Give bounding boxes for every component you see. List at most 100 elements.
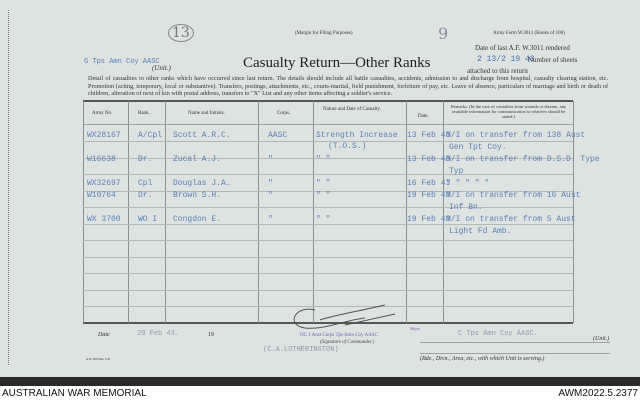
row-rule	[83, 240, 573, 241]
scan-border	[0, 377, 640, 386]
rank-stamp: Major	[410, 326, 420, 331]
formation-label: (Bde., Divn., Area, etc., with which Uni…	[420, 356, 545, 362]
date-value: 20 Feb 43.	[137, 330, 180, 338]
row-rule	[83, 257, 573, 258]
row-rule	[83, 141, 573, 142]
cell-army-no: WX28167	[87, 131, 121, 140]
perforation	[8, 10, 9, 365]
column-divider	[165, 101, 166, 323]
cell-name: Zucal A.J.	[173, 155, 222, 164]
cell-remarks: M/I on transfer from 5 Aust	[446, 215, 576, 224]
cell-nature: " "	[316, 215, 331, 224]
cell-army-no: W10764	[87, 191, 116, 200]
cell-name: Brown S.H.	[173, 191, 222, 200]
cell-date: 16 Feb 43	[407, 179, 451, 188]
column-divider	[406, 101, 407, 323]
row-rule	[83, 207, 573, 208]
cell-remarks2: Light Fd Amb.	[449, 227, 512, 236]
print-code: A.W. 900 Min. 5/42	[86, 357, 111, 361]
column-divider	[83, 101, 84, 323]
cell-remarks2: Gen Tpt Coy.	[449, 143, 507, 152]
table-bottom-rule	[83, 322, 573, 324]
caption-left: AUSTRALIAN WAR MEMORIAL	[2, 388, 147, 399]
commander-name: (C.A.LOTHERINGTON)	[263, 346, 339, 354]
cell-date: 13 Feb 43	[407, 155, 451, 164]
cell-corps: AASC	[268, 131, 288, 140]
column-divider	[573, 101, 574, 323]
signature-label: (Signature of Commander.)	[320, 340, 375, 345]
cell-corps: "	[268, 215, 273, 224]
cell-corps: "	[268, 191, 273, 200]
margin-note: (Margin for Filing Purposes)	[295, 31, 353, 36]
document-scan: (Margin for Filing Purposes) Army Form W…	[0, 0, 640, 377]
cell-remarks: M/I on transfer from 138 Aust	[446, 131, 586, 140]
number-sheets-label: Number of sheets	[528, 56, 578, 64]
cell-rank: WO I	[138, 215, 158, 224]
commander-signature	[293, 304, 396, 329]
handwritten-13: 13	[168, 24, 194, 42]
cell-remarks: M/I on transfer from 16 Aust	[446, 191, 581, 200]
column-divider	[443, 101, 444, 323]
cell-remarks: M/I on transfer from D.S.D. Type	[446, 155, 600, 164]
header-rule	[83, 124, 573, 125]
col-remarks: Remarks. (In the case of casualties from…	[450, 104, 567, 119]
table-top-rule	[83, 100, 573, 102]
cell-army-no: WX 3700	[87, 215, 121, 224]
handwritten-9: 9	[438, 24, 449, 43]
col-army-no: Army No.	[92, 111, 113, 116]
cell-remarks: " " " " "	[446, 179, 490, 188]
cell-date: 19 Feb 43	[407, 215, 451, 224]
unit-line	[420, 342, 610, 343]
col-date: Date.	[418, 114, 429, 119]
cell-rank: Dr.	[138, 191, 153, 200]
date-last-label: Date of last A.F. W.3011 rendered	[475, 44, 570, 52]
cell-nature: Strength Increase	[316, 131, 398, 140]
row-rule	[83, 224, 573, 225]
row-rule	[83, 158, 573, 159]
column-divider	[313, 101, 314, 323]
unit-label: (Unit.)	[152, 64, 171, 72]
attached-label: attached to this return	[467, 67, 528, 75]
form-title: Casualty Return—Other Ranks	[243, 55, 431, 71]
cell-remarks2: Inf Bn.	[449, 203, 483, 212]
unit-typed: G Tps Amn Coy AASC	[84, 58, 160, 66]
date-label: Date	[98, 332, 110, 338]
row-rule	[83, 273, 573, 274]
cell-army-no: W16638	[87, 155, 116, 164]
form-number: Army Form W.3011 (Books of 100)	[493, 31, 565, 36]
cell-date: 19 Feb 43	[407, 191, 451, 200]
col-name: Name and Initials.	[188, 111, 225, 116]
date-last-value: 2 13/2 19 43	[477, 55, 535, 64]
unit-value: C Tps Amn Coy AASC.	[458, 330, 538, 338]
cell-nature: " "	[316, 191, 331, 200]
cell-corps: "	[268, 155, 273, 164]
cell-nature: " "	[316, 155, 331, 164]
row-rule	[83, 174, 573, 175]
col-nature: Nature and Date of Casualty.	[323, 107, 381, 112]
unit-footer-label: (Unit.)	[593, 336, 610, 342]
row-rule	[83, 306, 573, 307]
cell-rank: A/Cpl	[138, 131, 163, 140]
column-divider	[128, 101, 129, 323]
oc-stamp: OC 1 Aust Corps Tps Amn Coy AASC	[300, 333, 378, 338]
year-label: 19	[208, 332, 214, 338]
cell-corps: "	[268, 179, 273, 188]
cell-army-no: WX32697	[87, 179, 121, 188]
cell-remarks2: Typ	[449, 167, 464, 176]
row-rule	[83, 191, 573, 192]
cell-nature2: (T.O.S.)	[328, 142, 367, 151]
row-rule	[83, 290, 573, 291]
cell-name: Douglas J.A.	[173, 179, 231, 188]
formation-line	[420, 353, 610, 354]
cell-date: 13 Feb 43	[407, 131, 451, 140]
col-rank: Rank.	[138, 111, 150, 116]
cell-rank: Cpl	[138, 179, 153, 188]
instructions: Detail of casualties to other ranks whic…	[88, 75, 608, 97]
caption-right: AWM2022.5.2377	[558, 388, 638, 399]
cell-nature: " "	[316, 179, 331, 188]
cell-rank: Dr.	[138, 155, 153, 164]
cell-name: Scott A.R.C.	[173, 131, 231, 140]
col-corps: Corps.	[277, 111, 291, 116]
cell-name: Congdon E.	[173, 215, 222, 224]
column-divider	[258, 101, 259, 323]
